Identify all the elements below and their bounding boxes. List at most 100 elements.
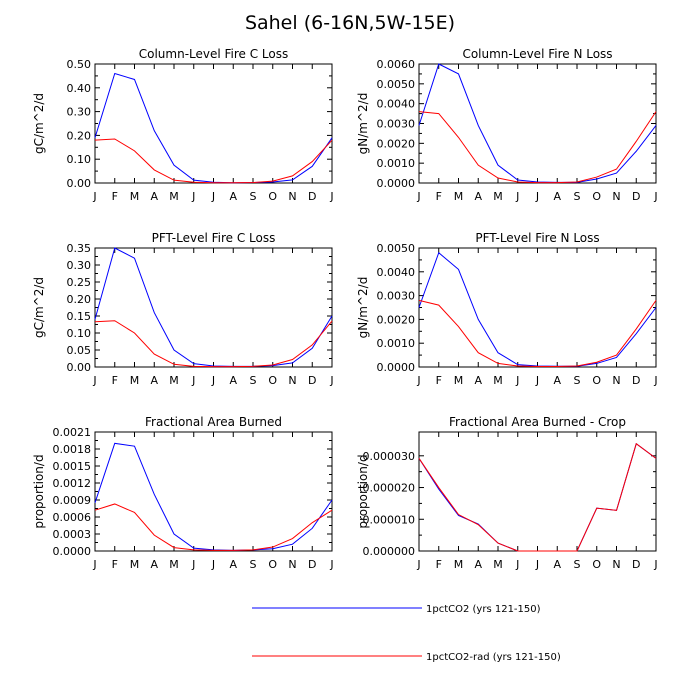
x-tick-label: J xyxy=(653,374,657,387)
x-tick-label: S xyxy=(574,374,581,387)
y-axis-label: gN/m^2/d xyxy=(356,93,370,155)
x-tick-label: D xyxy=(632,558,640,571)
x-tick-label: A xyxy=(474,558,482,571)
x-tick-label: M xyxy=(130,558,140,571)
y-tick-label: 0.0000 xyxy=(377,177,416,190)
y-tick-label: 0.0012 xyxy=(53,477,92,490)
panel-title: PFT-Level Fire N Loss xyxy=(475,231,599,245)
x-tick-label: O xyxy=(592,190,601,203)
x-tick-label: M xyxy=(169,190,179,203)
plot-frame xyxy=(94,247,333,368)
x-tick-label: O xyxy=(268,374,277,387)
series-line-1pctCO2-rad xyxy=(418,111,657,184)
y-tick-label: 0.0015 xyxy=(53,460,92,473)
panel-title: Column-Level Fire C Loss xyxy=(139,47,289,61)
y-tick-label: 0.000000 xyxy=(363,545,416,558)
x-tick-label: J xyxy=(329,374,333,387)
x-tick-label: D xyxy=(632,190,640,203)
y-tick-label: 0.0000 xyxy=(377,361,416,374)
x-tick-label: J xyxy=(329,558,333,571)
x-tick-label: N xyxy=(288,190,296,203)
x-tick-label: J xyxy=(92,190,96,203)
x-tick-label: O xyxy=(592,374,601,387)
x-tick-label: A xyxy=(553,190,561,203)
x-tick-label: J xyxy=(191,374,195,387)
x-tick-label: M xyxy=(493,558,503,571)
panel-title: Fractional Area Burned - Crop xyxy=(449,415,626,429)
y-tick-label: 0.30 xyxy=(67,259,92,272)
y-tick-label: 0.00 xyxy=(67,177,92,190)
y-tick-label: 0.0010 xyxy=(377,337,416,350)
x-tick-label: A xyxy=(474,190,482,203)
y-tick-label: 0.0006 xyxy=(53,511,92,524)
y-tick-label: 0.15 xyxy=(67,310,92,323)
x-tick-label: J xyxy=(515,190,519,203)
x-tick-label: J xyxy=(92,558,96,571)
y-tick-label: 0.0000 xyxy=(53,545,92,558)
x-tick-label: J xyxy=(535,558,539,571)
x-tick-label: O xyxy=(592,558,601,571)
x-tick-label: S xyxy=(250,558,257,571)
x-tick-label: J xyxy=(191,190,195,203)
x-tick-label: J xyxy=(535,190,539,203)
y-tick-label: 0.0010 xyxy=(377,157,416,170)
y-tick-label: 0.0030 xyxy=(377,118,416,131)
series-line-1pctCO2-rad xyxy=(94,503,333,551)
y-tick-label: 0.0021 xyxy=(53,426,92,439)
legend: 1pctCO2 (yrs 121-150) 1pctCO2-rad (yrs 1… xyxy=(252,604,561,663)
plot-frame xyxy=(94,63,333,184)
y-axis-label: gC/m^2/d xyxy=(32,93,46,154)
y-tick-label: 0.0050 xyxy=(377,242,416,255)
x-tick-label: M xyxy=(169,374,179,387)
x-tick-label: J xyxy=(191,558,195,571)
plot-frame xyxy=(418,63,657,184)
x-tick-label: F xyxy=(436,190,442,203)
x-tick-label: A xyxy=(553,374,561,387)
x-tick-label: N xyxy=(612,558,620,571)
x-tick-label: J xyxy=(653,558,657,571)
plot-frame xyxy=(418,431,657,552)
y-axis-label: gC/m^2/d xyxy=(32,277,46,338)
x-tick-label: J xyxy=(535,374,539,387)
series-line-1pctCO2 xyxy=(418,63,657,183)
y-tick-label: 0.0050 xyxy=(377,78,416,91)
x-tick-label: A xyxy=(229,374,237,387)
x-tick-label: J xyxy=(515,558,519,571)
y-tick-label: 0.40 xyxy=(67,82,92,95)
y-tick-label: 0.000030 xyxy=(363,450,416,463)
x-tick-label: M xyxy=(493,190,503,203)
series-line-1pctCO2-rad xyxy=(418,442,657,552)
panel-title: PFT-Level Fire C Loss xyxy=(152,231,276,245)
y-tick-label: 0.0060 xyxy=(377,58,416,71)
y-tick-label: 0.25 xyxy=(67,276,92,289)
x-tick-label: S xyxy=(574,190,581,203)
x-tick-label: A xyxy=(229,558,237,571)
x-tick-label: N xyxy=(288,374,296,387)
y-axis-label: gN/m^2/d xyxy=(356,277,370,339)
x-tick-label: J xyxy=(92,374,96,387)
x-tick-label: O xyxy=(268,190,277,203)
x-tick-label: D xyxy=(308,558,316,571)
y-tick-label: 0.00 xyxy=(67,361,92,374)
x-tick-label: J xyxy=(416,190,420,203)
x-tick-label: N xyxy=(612,374,620,387)
plot-frame xyxy=(94,431,333,552)
x-tick-label: M xyxy=(493,374,503,387)
y-tick-label: 0.35 xyxy=(67,242,92,255)
x-tick-label: S xyxy=(250,374,257,387)
x-tick-label: F xyxy=(112,190,118,203)
x-tick-label: A xyxy=(553,558,561,571)
y-tick-label: 0.0040 xyxy=(377,266,416,279)
x-tick-label: M xyxy=(454,374,464,387)
series-line-1pctCO2 xyxy=(94,72,333,184)
figure-title: Sahel (6-16N,5W-15E) xyxy=(244,12,456,34)
x-tick-label: M xyxy=(169,558,179,571)
x-tick-label: N xyxy=(288,558,296,571)
x-tick-label: F xyxy=(112,558,118,571)
x-tick-label: A xyxy=(474,374,482,387)
x-tick-label: A xyxy=(150,190,158,203)
